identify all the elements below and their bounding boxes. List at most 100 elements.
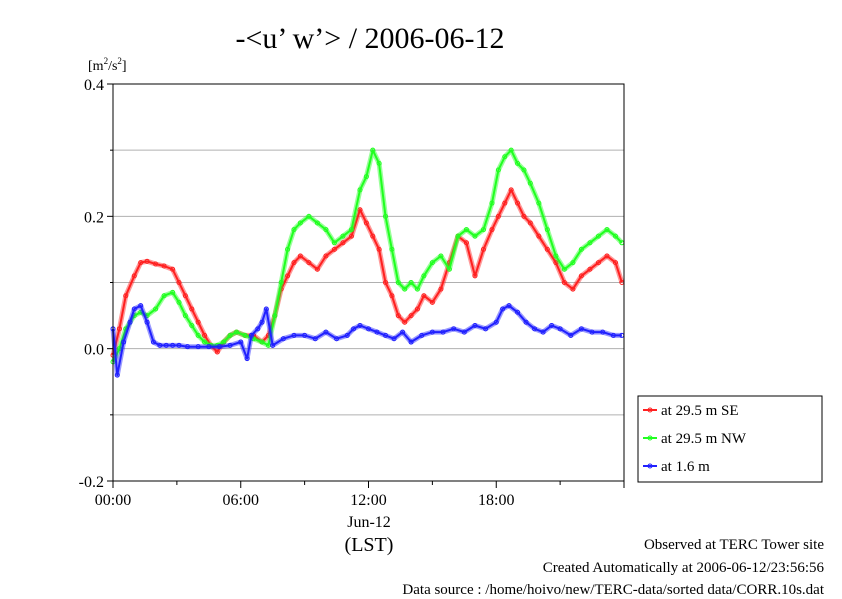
- data-point: [521, 213, 527, 219]
- legend-label: at 29.5 m SE: [661, 403, 739, 419]
- data-point: [395, 280, 401, 285]
- data-point: [314, 220, 320, 226]
- legend: at 29.5 m SE at 29.5 m NW at 1.6 m: [637, 395, 823, 483]
- data-point: [291, 227, 297, 233]
- data-point: [116, 326, 122, 332]
- data-point: [202, 332, 208, 338]
- data-point: [176, 299, 182, 305]
- data-point: [495, 213, 501, 219]
- data-point: [500, 306, 506, 312]
- data-point: [334, 336, 340, 342]
- data-point: [587, 266, 593, 272]
- data-point: [302, 332, 308, 338]
- data-point: [408, 280, 414, 285]
- data-point: [221, 339, 227, 345]
- data-point: [527, 180, 533, 186]
- data-point: [114, 372, 120, 378]
- data-point: [553, 253, 559, 259]
- data-point: [323, 329, 329, 335]
- legend-box: [637, 395, 823, 483]
- legend-label: at 29.5 m NW: [661, 431, 747, 447]
- data-point: [323, 253, 329, 259]
- data-point: [227, 332, 233, 338]
- data-point: [259, 319, 265, 325]
- data-point: [523, 319, 529, 325]
- data-point: [227, 342, 233, 348]
- data-point: [195, 319, 201, 325]
- data-point: [421, 273, 427, 279]
- data-point: [480, 227, 486, 233]
- series-line-glow: [110, 303, 622, 378]
- data-point: [578, 246, 584, 252]
- data-point: [374, 329, 380, 335]
- data-point: [144, 319, 150, 325]
- data-point: [376, 246, 382, 252]
- data-point: [351, 326, 357, 332]
- data-point: [170, 289, 176, 295]
- data-point: [182, 313, 188, 319]
- data-point: [515, 309, 521, 315]
- data-point: [402, 286, 408, 292]
- data-point: [610, 332, 616, 338]
- data-point: [408, 339, 414, 345]
- data-point: [185, 344, 191, 350]
- data-point: [366, 326, 371, 332]
- data-point: [429, 329, 435, 335]
- data-point: [348, 227, 354, 233]
- legend-marker: [647, 435, 653, 441]
- data-point: [502, 154, 508, 160]
- data-point: [568, 332, 574, 338]
- data-point: [506, 303, 512, 309]
- data-point: [170, 342, 176, 348]
- x-tick-label: 12:00: [350, 492, 386, 509]
- data-point: [195, 344, 201, 350]
- y-tick-label: 0.2: [84, 209, 104, 226]
- data-point: [202, 339, 208, 345]
- data-point: [446, 266, 452, 272]
- data-point: [255, 326, 261, 332]
- data-point: [493, 319, 499, 325]
- data-point: [344, 332, 350, 338]
- data-point: [429, 260, 435, 266]
- y-axis-unit-label: [m2/s2]: [88, 56, 127, 74]
- data-point: [553, 260, 559, 266]
- data-point: [472, 273, 478, 279]
- data-point: [489, 200, 495, 206]
- chart-title: -<u’ w’> / 2006-06-12: [235, 22, 504, 55]
- data-point: [214, 349, 220, 355]
- footer-source: Data source : /home/hoivo/new/TERC-data/…: [402, 582, 824, 598]
- data-point: [472, 233, 478, 239]
- data-point: [259, 339, 265, 345]
- x-axis-timezone-label: (LST): [345, 534, 394, 556]
- data-point: [278, 280, 284, 285]
- data-point: [363, 220, 369, 226]
- data-point: [206, 344, 212, 350]
- legend-marker: [647, 463, 653, 469]
- data-point: [612, 260, 618, 266]
- data-point: [170, 266, 176, 272]
- data-point: [587, 240, 593, 246]
- data-point: [123, 293, 129, 299]
- data-point: [189, 323, 195, 329]
- data-point: [612, 233, 618, 239]
- data-point: [527, 220, 533, 226]
- data-point: [495, 167, 501, 173]
- series-layer: [110, 147, 625, 378]
- series-line: [112, 149, 623, 363]
- data-point: [244, 356, 250, 362]
- data-point: [153, 261, 159, 267]
- data-point: [163, 342, 169, 348]
- data-point: [297, 220, 303, 226]
- data-point: [408, 313, 414, 319]
- footer-created: Created Automatically at 2006-06-12/23:5…: [542, 560, 824, 576]
- data-point: [589, 329, 595, 335]
- data-point: [508, 187, 514, 193]
- data-point: [182, 293, 188, 299]
- data-point: [376, 160, 382, 166]
- data-point: [195, 332, 201, 338]
- data-point: [389, 246, 395, 252]
- data-point: [419, 332, 425, 338]
- data-point: [383, 213, 389, 219]
- legend-marker: [647, 407, 653, 413]
